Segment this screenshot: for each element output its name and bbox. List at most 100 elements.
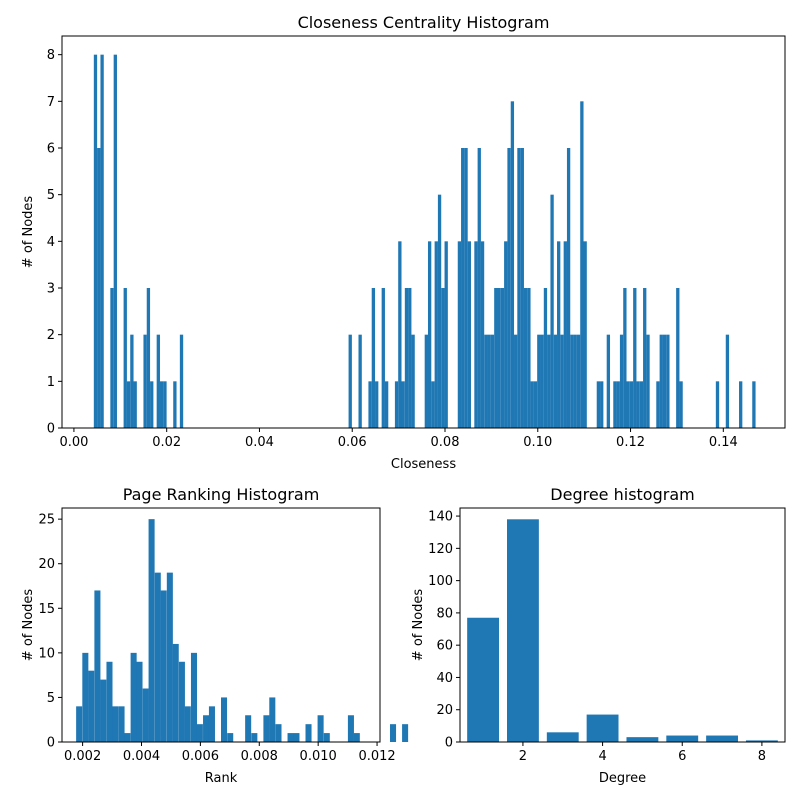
x-tick-label: 0.010 (300, 749, 337, 764)
bar (154, 572, 161, 742)
bar (633, 288, 637, 428)
bar (124, 733, 131, 742)
bar (560, 334, 564, 428)
bar (148, 519, 155, 742)
bar (305, 724, 312, 742)
bar (402, 724, 409, 742)
bar (100, 54, 104, 429)
x-tick-label: 0.08 (431, 435, 460, 450)
bar (619, 334, 624, 428)
bar (507, 148, 511, 428)
x-tick-label: 0.06 (338, 435, 367, 450)
bar (93, 54, 98, 429)
bar (424, 334, 428, 428)
bar (467, 241, 471, 428)
bar (573, 334, 577, 428)
x-tick-label: 0.008 (241, 749, 278, 764)
bar (490, 334, 495, 428)
bar (546, 732, 579, 742)
bar (507, 519, 539, 742)
bar (570, 334, 574, 428)
bar (88, 670, 95, 742)
bar (745, 740, 778, 742)
bar (557, 241, 561, 428)
bar (408, 288, 412, 428)
bar (166, 572, 173, 742)
bar (494, 288, 498, 428)
bar (221, 697, 228, 742)
bar (517, 148, 521, 428)
bar (606, 334, 611, 428)
x-tick-label: 6 (678, 749, 686, 764)
bar (371, 288, 376, 428)
y-tick-label: 3 (47, 282, 55, 297)
y-tick-label: 20 (436, 703, 453, 718)
bar (596, 381, 601, 428)
y-tick-label: 5 (47, 691, 55, 706)
bars (467, 519, 778, 742)
bar (113, 54, 117, 429)
bar (251, 733, 258, 742)
bar (676, 288, 680, 428)
bar (553, 334, 558, 428)
chart-title: Page Ranking Histogram (123, 485, 320, 504)
bar (523, 288, 528, 428)
x-tick-label: 0.12 (616, 435, 645, 450)
axes-frame (61, 507, 381, 743)
x-tick-label: 0.04 (245, 435, 274, 450)
bar (398, 241, 402, 428)
bars (93, 54, 756, 429)
x-axis-label: Closeness (391, 457, 456, 472)
bar (629, 381, 634, 428)
bar (100, 679, 107, 742)
bar (662, 334, 667, 428)
chart-title: Closeness Centrality Histogram (298, 13, 550, 32)
bar (123, 288, 127, 428)
bar (190, 652, 198, 742)
bar (411, 334, 415, 428)
bar (626, 381, 630, 428)
bar (666, 735, 699, 742)
bar (500, 288, 505, 428)
x-tick-label: 0.00 (59, 435, 88, 450)
bars (76, 519, 409, 742)
x-tick-label: 2 (519, 749, 527, 764)
bar (504, 241, 508, 428)
bar (375, 381, 379, 428)
x-tick-label: 0.002 (64, 749, 101, 764)
bar (477, 148, 481, 428)
bar (133, 381, 137, 428)
bar (659, 334, 663, 428)
bar (112, 706, 119, 742)
y-tick-label: 100 (428, 574, 453, 589)
x-tick-label: 4 (598, 749, 606, 764)
bar (172, 643, 179, 742)
bar (437, 194, 442, 428)
bar (178, 661, 185, 742)
bar (639, 381, 644, 428)
bar (126, 381, 131, 428)
bar (666, 334, 670, 428)
x-tick-label: 0.004 (123, 749, 160, 764)
bar (626, 737, 659, 742)
bar (381, 288, 385, 428)
bar (656, 381, 660, 428)
y-tick-label: 80 (436, 606, 453, 621)
bar (715, 381, 720, 428)
bar (752, 381, 756, 428)
bar (487, 334, 491, 428)
bar (269, 697, 276, 742)
bar (461, 148, 465, 428)
axes-frame (459, 507, 786, 743)
bar (484, 334, 488, 428)
y-axis-label: # of Nodes (21, 196, 36, 269)
y-tick-label: 60 (436, 639, 453, 654)
bar (293, 733, 300, 742)
bar (563, 241, 567, 428)
bar (163, 381, 167, 428)
y-tick-label: 25 (38, 513, 55, 528)
y-tick-label: 4 (47, 235, 55, 250)
bar (464, 148, 468, 428)
